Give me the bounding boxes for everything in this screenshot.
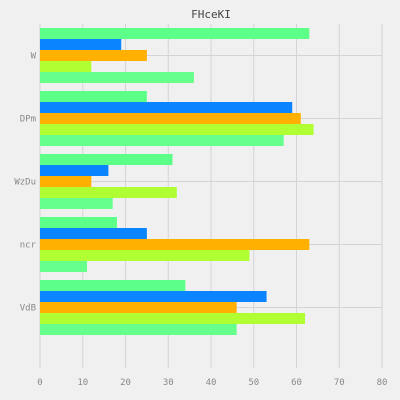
bar [40,124,314,135]
bar [40,91,147,102]
bar [40,280,185,291]
bar [40,239,309,250]
bar [40,198,113,209]
y-tick-label: ncr [20,241,37,251]
y-tick-label: VdB [20,304,36,314]
x-tick-label: 60 [291,378,302,388]
bar [40,72,194,83]
x-tick-label: 10 [77,378,88,388]
bar [40,102,292,113]
bar [40,324,237,335]
bar [40,250,249,261]
bar [40,165,108,176]
x-tick-label: 80 [377,378,388,388]
bar [40,113,301,124]
x-tick-label: 20 [120,378,131,388]
y-axis-ticks: W DPm WzDu ncr VdB [14,52,36,314]
bar [40,39,121,50]
y-tick-label: DPm [20,115,36,125]
bar [40,28,309,39]
x-tick-label: 50 [248,378,259,388]
bar [40,228,147,239]
x-tick-label: 70 [334,378,345,388]
bar [40,50,147,61]
x-axis-ticks: 0 10 20 30 40 50 60 70 80 [37,378,387,388]
x-tick-label: 40 [206,378,217,388]
bar [40,176,91,187]
bar [40,217,117,228]
chart-title: FHceKI [191,8,231,21]
bar [40,187,177,198]
x-tick-label: 0 [37,378,42,388]
bar [40,154,173,165]
bar [40,261,87,272]
bar [40,313,305,324]
x-tick-label: 30 [163,378,174,388]
bar [40,302,237,313]
y-tick-label: W [31,52,37,62]
bar [40,291,267,302]
y-tick-label: WzDu [14,178,36,188]
bar [40,61,91,72]
bar [40,135,284,146]
